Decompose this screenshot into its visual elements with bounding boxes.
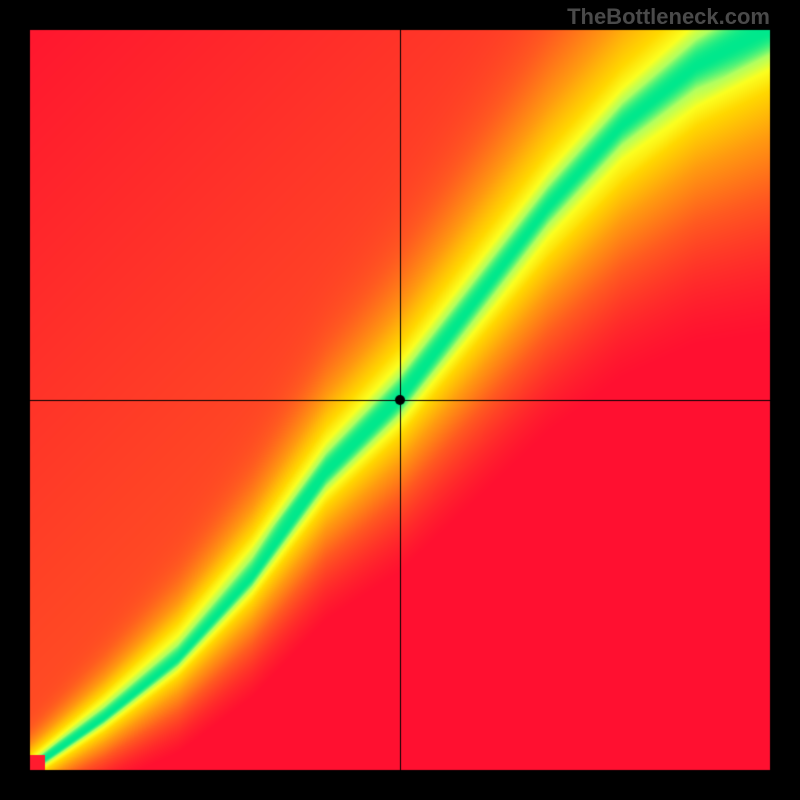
watermark-text: TheBottleneck.com — [567, 4, 770, 30]
bottleneck-heatmap — [0, 0, 800, 800]
chart-root: { "watermark": { "text": "TheBottleneck.… — [0, 0, 800, 800]
